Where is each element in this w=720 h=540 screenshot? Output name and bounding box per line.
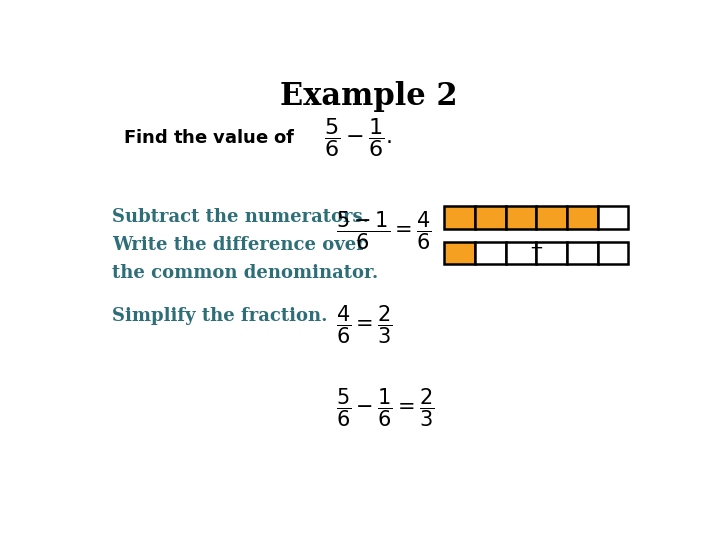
Bar	[567, 206, 598, 229]
Text: Simplify the fraction.: Simplify the fraction.	[112, 307, 328, 326]
Bar	[598, 241, 629, 265]
Bar	[536, 206, 567, 229]
Text: $\dfrac{5}{6}-\dfrac{1}{6}=\dfrac{2}{3}$: $\dfrac{5}{6}-\dfrac{1}{6}=\dfrac{2}{3}$	[336, 387, 434, 429]
Text: $\dfrac{5-1}{6}=\dfrac{4}{6}$: $\dfrac{5-1}{6}=\dfrac{4}{6}$	[336, 210, 431, 252]
Bar	[475, 206, 505, 229]
Bar	[505, 241, 536, 265]
Text: $\dfrac{4}{6}=\dfrac{2}{3}$: $\dfrac{4}{6}=\dfrac{2}{3}$	[336, 303, 392, 346]
Bar	[505, 206, 536, 229]
Text: $\mathbf{Find\ the\ value\ of}$: $\mathbf{Find\ the\ value\ of}$	[124, 129, 296, 146]
Text: Subtract the numerators.: Subtract the numerators.	[112, 207, 369, 226]
Bar	[444, 241, 475, 265]
Bar	[536, 241, 567, 265]
Bar	[598, 206, 629, 229]
Bar	[567, 241, 598, 265]
Text: Example 2: Example 2	[280, 82, 458, 112]
Text: the common denominator.: the common denominator.	[112, 264, 379, 282]
Text: $-$: $-$	[529, 238, 544, 256]
Text: Write the difference over: Write the difference over	[112, 236, 366, 254]
Text: $\dfrac{5}{6}-\dfrac{1}{6}.$: $\dfrac{5}{6}-\dfrac{1}{6}.$	[324, 116, 392, 159]
Bar	[444, 206, 475, 229]
Bar	[475, 241, 505, 265]
